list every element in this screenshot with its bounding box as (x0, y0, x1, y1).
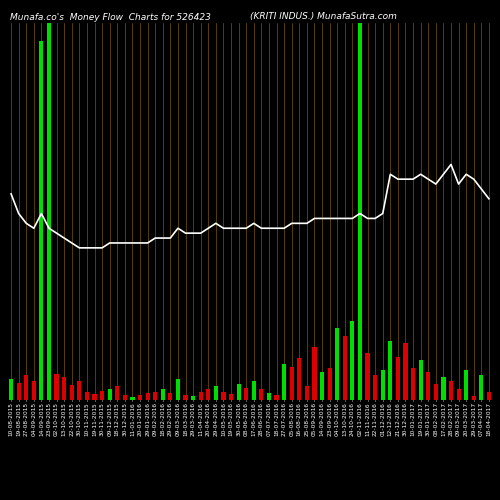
Bar (282, 364, 286, 400)
Bar (358, 22, 362, 400)
Bar (123, 396, 127, 400)
Bar (206, 390, 210, 400)
Bar (335, 328, 340, 400)
Bar (198, 392, 203, 400)
Bar (9, 379, 13, 400)
Bar (24, 376, 28, 400)
Bar (380, 370, 385, 400)
Bar (297, 358, 302, 400)
Bar (464, 370, 468, 400)
Bar (267, 393, 271, 400)
Bar (388, 342, 392, 400)
Bar (153, 392, 158, 400)
Bar (320, 372, 324, 400)
Bar (373, 376, 377, 400)
Bar (236, 384, 240, 400)
Bar (396, 356, 400, 400)
Bar (32, 381, 36, 400)
Bar (456, 390, 460, 400)
Bar (480, 376, 484, 400)
Bar (62, 378, 66, 400)
Bar (191, 396, 195, 400)
Bar (115, 386, 119, 400)
Bar (342, 336, 347, 400)
Bar (40, 42, 44, 400)
Bar (434, 384, 438, 400)
Bar (229, 394, 233, 400)
Bar (222, 392, 226, 400)
Bar (92, 394, 96, 400)
Bar (274, 395, 278, 400)
Bar (214, 386, 218, 400)
Bar (328, 368, 332, 400)
Bar (312, 347, 316, 400)
Bar (100, 390, 104, 400)
Bar (252, 381, 256, 400)
Bar (47, 22, 51, 400)
Text: (KRITI INDUS.) MunafaSutra.com: (KRITI INDUS.) MunafaSutra.com (250, 12, 397, 22)
Bar (70, 385, 74, 400)
Bar (411, 368, 415, 400)
Bar (85, 392, 89, 400)
Bar (16, 383, 20, 400)
Bar (442, 378, 446, 400)
Bar (449, 381, 453, 400)
Bar (77, 381, 82, 400)
Bar (130, 397, 134, 400)
Bar (54, 374, 58, 400)
Bar (260, 390, 264, 400)
Bar (176, 379, 180, 400)
Bar (305, 386, 309, 400)
Bar (426, 372, 430, 400)
Bar (487, 392, 491, 400)
Bar (146, 393, 150, 400)
Bar (350, 320, 354, 400)
Bar (184, 394, 188, 400)
Bar (418, 360, 423, 400)
Bar (404, 344, 407, 400)
Bar (108, 388, 112, 400)
Bar (168, 393, 172, 400)
Bar (366, 353, 370, 400)
Text: Munafa.co's  Money Flow  Charts for 526423: Munafa.co's Money Flow Charts for 526423 (10, 12, 211, 22)
Bar (290, 367, 294, 400)
Bar (244, 388, 248, 400)
Bar (472, 396, 476, 400)
Bar (160, 388, 165, 400)
Bar (138, 394, 142, 400)
